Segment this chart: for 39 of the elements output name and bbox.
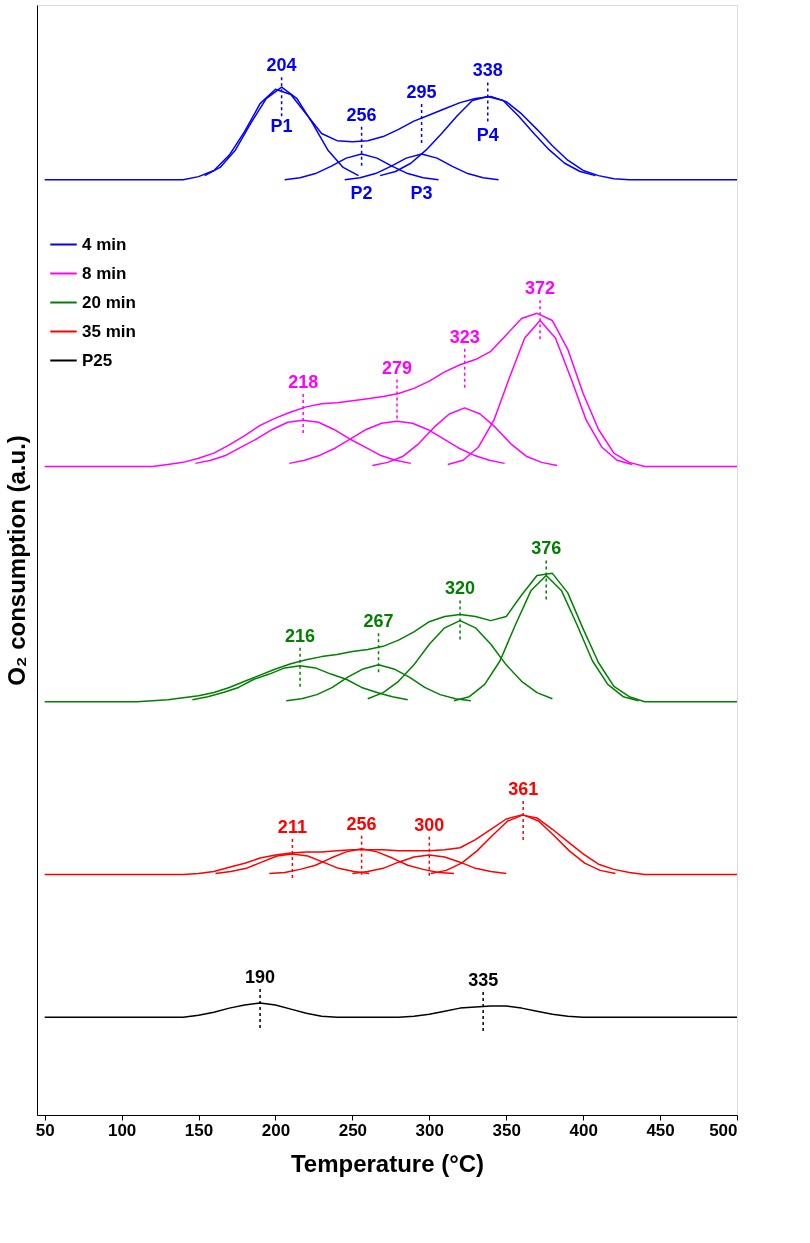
annotation: 256 (346, 813, 377, 834)
annotation: 267 (363, 611, 394, 632)
annotation: 216 (285, 625, 316, 646)
legend-label: 20 min (82, 292, 136, 312)
legend-label: 4 min (82, 234, 127, 254)
annotation: 338 (472, 60, 503, 81)
annotation: 300 (414, 814, 445, 835)
x-tick-label: 450 (646, 1120, 675, 1140)
annotation: 279 (381, 357, 413, 378)
legend-label: 8 min (82, 263, 127, 283)
y-axis-title: O₂ consumption (a.u.) (2, 435, 30, 686)
annotation: P1 (270, 116, 293, 137)
x-tick-label: 150 (184, 1120, 214, 1140)
x-axis-title: Temperature (°C) (290, 1149, 485, 1177)
annotation: 256 (346, 104, 377, 125)
annotation: 204 (266, 55, 297, 76)
x-tick-label: 300 (415, 1120, 444, 1140)
annotation: 361 (508, 778, 539, 799)
annotation: 211 (277, 816, 307, 837)
annotation: P2 (350, 183, 373, 204)
annotation: 376 (531, 538, 562, 559)
annotation: P3 (410, 183, 433, 204)
annotation: P4 (476, 125, 499, 146)
annotation: 320 (445, 578, 476, 599)
annotation: 372 (525, 278, 556, 299)
x-tick-label: 250 (338, 1120, 368, 1140)
annotation: 335 (468, 970, 499, 991)
x-tick-label: 350 (492, 1120, 521, 1140)
x-tick-label: 200 (261, 1120, 291, 1140)
annotation: 218 (288, 371, 319, 392)
x-tick-label: 400 (569, 1120, 598, 1140)
x-tick-label: 50 (35, 1120, 55, 1140)
legend-label: 35 min (82, 321, 136, 341)
annotation: 295 (406, 82, 437, 103)
annotation: 323 (449, 326, 480, 347)
legend-label: P25 (82, 350, 113, 370)
x-tick-label: 500 (709, 1120, 738, 1140)
annotation: 190 (245, 966, 276, 987)
x-tick-label: 100 (107, 1120, 137, 1140)
